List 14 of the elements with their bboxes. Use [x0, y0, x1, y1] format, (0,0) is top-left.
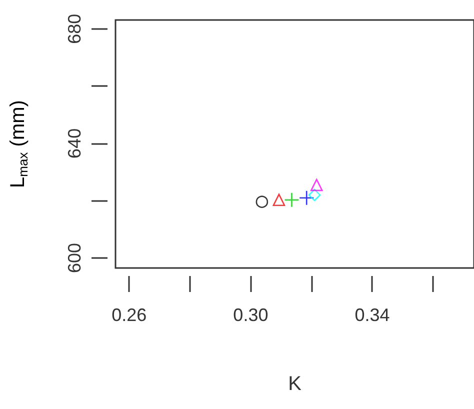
- point: [272, 194, 286, 206]
- point: [256, 196, 268, 208]
- y-tick-label: 600: [64, 242, 84, 273]
- x-axis-title: K: [288, 373, 302, 395]
- point: [310, 178, 323, 192]
- point: [308, 188, 321, 202]
- y-tick-label: 640: [64, 128, 84, 158]
- x-tick-label: 0.30: [233, 305, 268, 325]
- x-tick-label: 0.34: [354, 305, 390, 325]
- point: [298, 190, 314, 206]
- y-tick-label: 680: [64, 14, 84, 44]
- y-axis-title: Lmax (mm): [7, 100, 30, 188]
- x-tick-label: 0.26: [112, 305, 147, 325]
- point: [284, 192, 300, 208]
